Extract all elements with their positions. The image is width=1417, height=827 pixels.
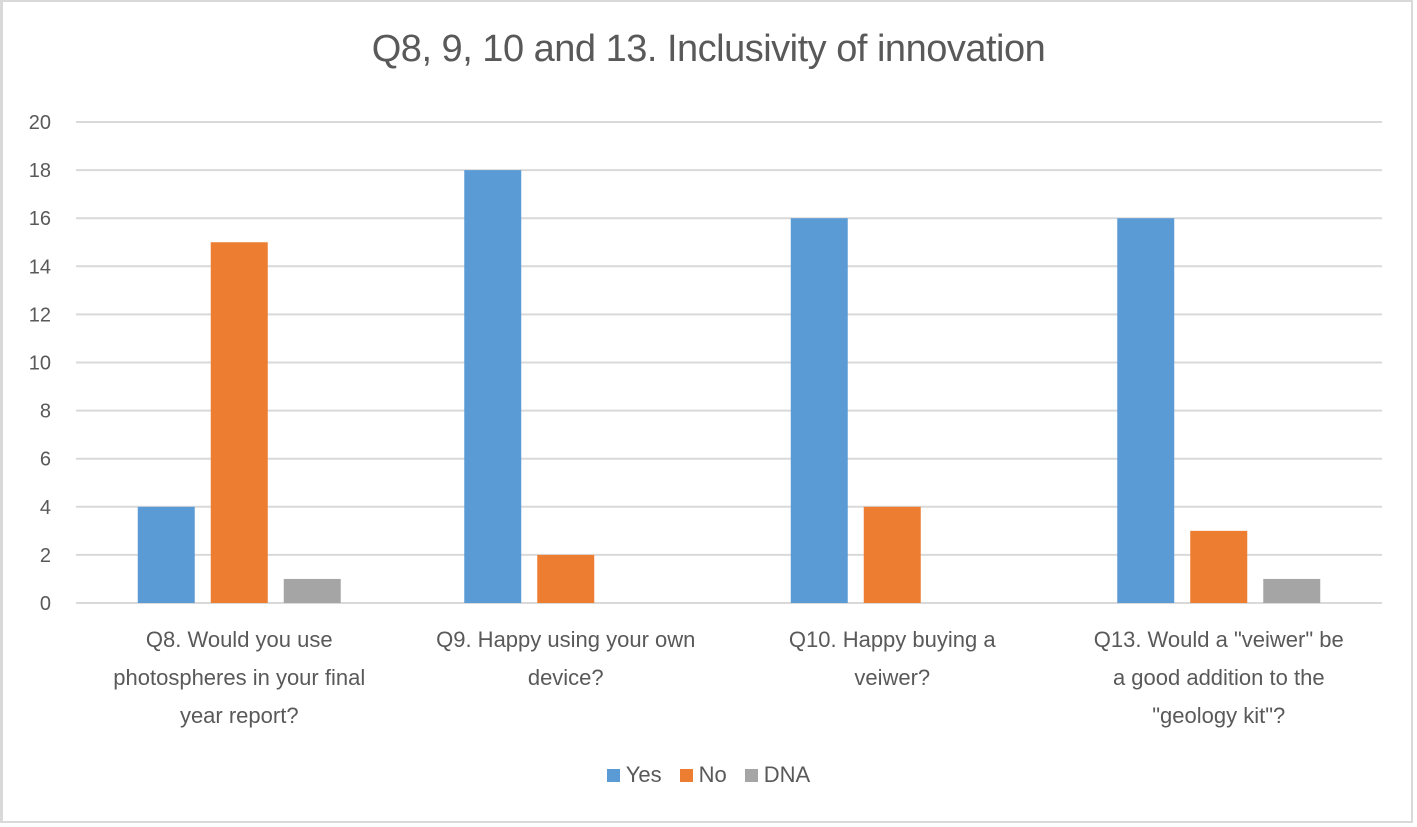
x-tick-label-line: photospheres in your final	[113, 665, 366, 690]
x-tick-label-line: device?	[527, 665, 604, 690]
bar-yes-3	[1117, 218, 1175, 603]
bar-yes-1	[464, 170, 522, 603]
y-tick-label: 6	[40, 449, 51, 471]
legend-item-dna: DNA	[744, 762, 811, 788]
legend-item-yes: Yes	[606, 762, 662, 788]
legend-label: DNA	[763, 762, 811, 787]
y-tick-label: 0	[40, 593, 51, 615]
x-tick-label-line: Q13. Would a "veiwer" be	[1093, 627, 1344, 652]
legend-swatch	[744, 768, 758, 782]
legend-swatch	[679, 768, 693, 782]
x-tick-label-line: Q9. Happy using your own	[436, 627, 696, 652]
x-tick-label-line: year report?	[179, 703, 299, 728]
x-tick-label-line: "geology kit"?	[1152, 703, 1286, 728]
x-tick-label: Q8. Would you use photospheres in your fi…	[77, 621, 401, 735]
legend-item-no: No	[679, 762, 727, 788]
y-tick-label: 12	[29, 304, 51, 326]
y-tick-label: 2	[40, 545, 51, 567]
y-tick-label: 14	[29, 256, 51, 278]
y-tick-label: 16	[29, 208, 51, 230]
bar-no-3	[1190, 530, 1248, 603]
bar-no-2	[863, 506, 921, 603]
y-tick-label: 18	[29, 160, 51, 182]
bar-dna-3	[1263, 578, 1321, 603]
y-tick-label: 10	[29, 353, 51, 375]
x-tick-label: Q9. Happy using your own device?	[404, 621, 728, 697]
x-tick-label: Q13. Would a "veiwer" be a good addition …	[1057, 621, 1381, 735]
bar-yes-0	[137, 506, 195, 603]
chart-title: Q8, 9, 10 and 13. Inclusivity of innovat…	[371, 28, 1046, 70]
chart-legend: Yes No DNA	[0, 762, 1417, 788]
x-tick-label-line: Q10. Happy buying a	[788, 627, 996, 652]
y-tick-label: 8	[40, 401, 51, 423]
x-tick-label-line: veiwer?	[854, 665, 931, 690]
legend-label: Yes	[625, 762, 662, 787]
y-tick-label: 4	[40, 497, 51, 519]
y-tick-label: 20	[29, 112, 51, 134]
bar-dna-0	[283, 578, 341, 603]
bar-yes-2	[790, 218, 848, 603]
x-tick-label-line: Q8. Would you use	[145, 627, 333, 652]
x-tick-label-line: a good addition to the	[1112, 665, 1325, 690]
bar-no-0	[210, 242, 268, 603]
bar-no-1	[537, 554, 595, 603]
x-tick-label: Q10. Happy buying a veiwer?	[730, 621, 1054, 697]
legend-swatch	[606, 768, 620, 782]
legend-label: No	[698, 762, 727, 787]
